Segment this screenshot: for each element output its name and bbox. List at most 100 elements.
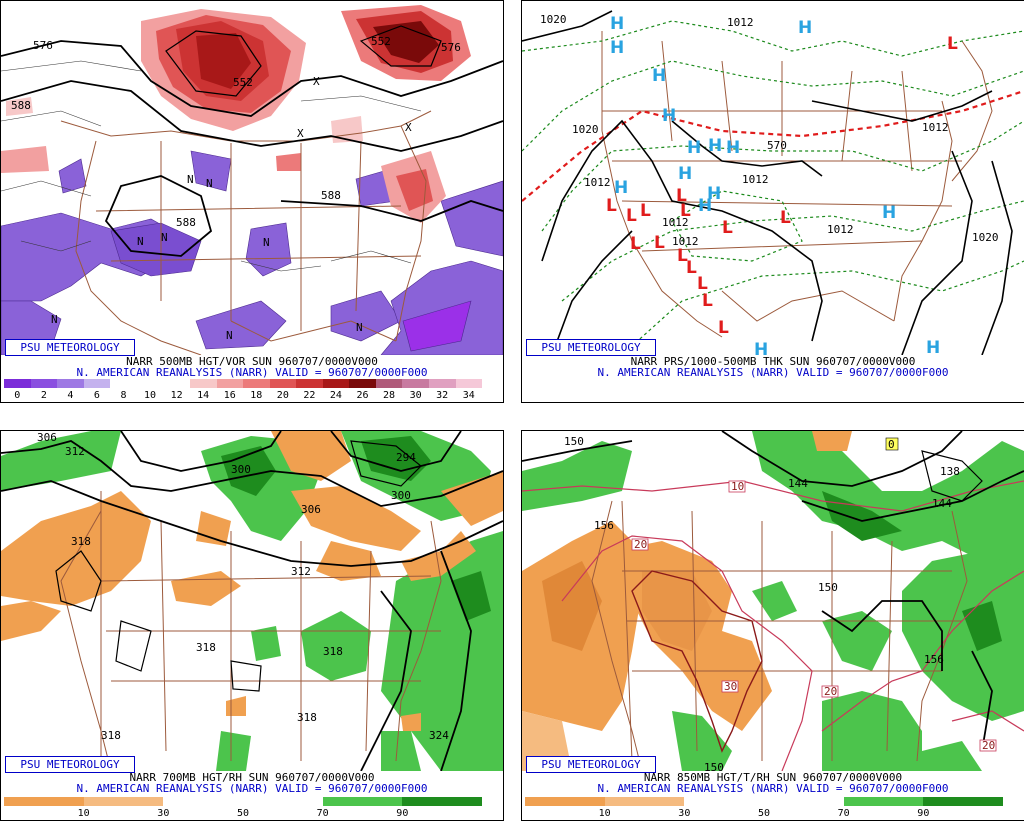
scale-swatch — [349, 379, 376, 388]
min-label: N — [137, 235, 144, 248]
low-label: L — [630, 234, 641, 254]
scale-tick-label: 90 — [396, 808, 409, 819]
high-label: H — [662, 106, 676, 126]
min-label: N — [356, 321, 363, 334]
low-label: L — [722, 218, 733, 238]
scale-swatch — [843, 797, 924, 806]
scale-tick-label: 6 — [93, 390, 100, 401]
temperature-isotherms — [522, 480, 1024, 771]
map-pressure-thickness: 1020 1012 1020 1012 1012 1012 1012 570 1… — [522, 10, 1024, 355]
scale-tick-label: 34 — [462, 390, 475, 401]
contour-label: 312 — [65, 445, 85, 458]
isotherm-label: 20 — [824, 685, 837, 698]
height-contours — [522, 431, 1024, 752]
isotherm-label: 30 — [724, 680, 737, 693]
isotherm-label-box — [821, 685, 839, 698]
low-label: L — [697, 274, 708, 294]
low-label: L — [626, 206, 637, 226]
isobar-label: 1012 — [584, 176, 611, 189]
high-label: H — [610, 14, 624, 34]
low-pressure-centers: L L L L L L L L L L L L L L L — [606, 34, 958, 338]
scale-swatch — [923, 797, 1004, 806]
panel-title: NARR 500MB HGT/VOR SUN 960707/0000V000 — [126, 355, 378, 368]
geographic-boundaries — [601, 31, 993, 338]
scale-tick-label: 32 — [436, 390, 449, 401]
scale-tick-label: 90 — [917, 808, 930, 819]
contour-label-group: 576 588 588 552 552 576 588 — [11, 35, 461, 229]
scale-tick-label: 20 — [276, 390, 289, 401]
contour-label: 588 — [176, 216, 196, 229]
high-label: H — [614, 178, 628, 198]
min-label: N — [51, 313, 58, 326]
isobar-label: 1012 — [672, 235, 699, 248]
scale-tick-label: 18 — [250, 390, 263, 401]
low-label: L — [606, 196, 617, 216]
contour-label: 150 — [564, 435, 584, 448]
temperature-30-contour — [631, 570, 763, 753]
scale-swatch — [4, 379, 31, 388]
contour-label: 294 — [396, 451, 416, 464]
panel-title: NARR 700MB HGT/RH SUN 960707/0000V000 — [129, 771, 375, 784]
scale-swatch — [375, 379, 403, 388]
isobar-label: 1012 — [662, 216, 689, 229]
scale-tick-label: 30 — [678, 808, 691, 819]
panel-subtitle: N. AMERICAN REANALYSIS (NARR) VALID = 96… — [597, 782, 949, 795]
scale-tick-label: 2 — [40, 390, 47, 401]
isobars — [522, 10, 1013, 355]
scale-swatch — [110, 379, 137, 388]
min-label: N — [226, 329, 233, 342]
low-label: L — [640, 201, 651, 221]
max-label: X — [405, 121, 412, 134]
panel-subtitle: N. AMERICAN REANALYSIS (NARR) VALID = 96… — [76, 782, 428, 795]
low-label: L — [676, 186, 687, 206]
scale-tick-label: 10 — [598, 808, 611, 819]
low-label: L — [702, 291, 713, 311]
scale-tick-label: 70 — [837, 808, 850, 819]
isotherm-label: 20 — [634, 538, 647, 551]
isotherm-label: 20 — [982, 739, 995, 752]
scale-swatch — [764, 797, 844, 806]
scale-swatch — [684, 797, 765, 806]
isobar-label: 1012 — [827, 223, 854, 236]
low-label: L — [680, 201, 691, 221]
height-contour-labels: 150 156 144 138 144 150 156 150 — [564, 435, 960, 771]
scale-swatch — [269, 379, 297, 388]
min-label: N — [263, 236, 270, 249]
scale-tick-label: 14 — [197, 390, 210, 401]
scale-tick-label: 24 — [329, 390, 342, 401]
high-label: H — [610, 38, 624, 58]
geographic-boundaries — [60, 491, 442, 771]
scale-tick-label: 10 — [144, 390, 157, 401]
low-label: L — [780, 208, 791, 228]
rh-color-scale — [4, 797, 483, 806]
min-label: N — [206, 177, 213, 190]
contour-label: 588 — [321, 189, 341, 202]
panel-subtitle: N. AMERICAN REANALYSIS (NARR) VALID = 96… — [597, 366, 949, 379]
high-label: H — [698, 196, 712, 216]
high-label: H — [687, 138, 701, 158]
high-label: H — [726, 138, 740, 158]
isotherm-label-box — [728, 480, 746, 493]
scale-tick-label: 8 — [120, 390, 127, 401]
contour-label: 156 — [594, 519, 614, 532]
map-500mb-vorticity: 576 588 588 552 552 576 588 N N N N N N … — [1, 5, 503, 355]
contour-label: 576 — [441, 41, 461, 54]
vorticity-extrema-labels: N N N N N N N X X X N — [51, 75, 412, 342]
vorticity-thin-contours — [1, 60, 422, 272]
panel-title: NARR PRS/1000-500MB THK SUN 960707/0000V… — [630, 355, 916, 368]
contour-label: 144 — [932, 497, 952, 510]
rh-moist-shading — [1, 431, 503, 771]
vorticity-scale-labels: 0 2 4 6 8 10 12 14 16 18 20 22 24 26 28 30 32 34 — [4, 390, 482, 401]
contour-label: 576 — [33, 39, 53, 52]
scale-swatch — [455, 379, 483, 388]
isotherm-label: 0 — [888, 438, 895, 451]
contour-label: 318 — [323, 645, 343, 658]
panel-title: NARR 850MB HGT/T/RH SUN 960707/0000V000 — [643, 771, 903, 784]
low-label: L — [718, 318, 729, 338]
rh-dry-shading — [1, 431, 503, 731]
isobar-label: 1012 — [742, 173, 769, 186]
high-pressure-centers: H H H H H H H H H H H H H H H — [610, 14, 940, 355]
isobar-label: 1012 — [727, 16, 754, 29]
scale-tick-label: 30 — [157, 808, 170, 819]
vorticity-color-scale — [4, 379, 483, 388]
